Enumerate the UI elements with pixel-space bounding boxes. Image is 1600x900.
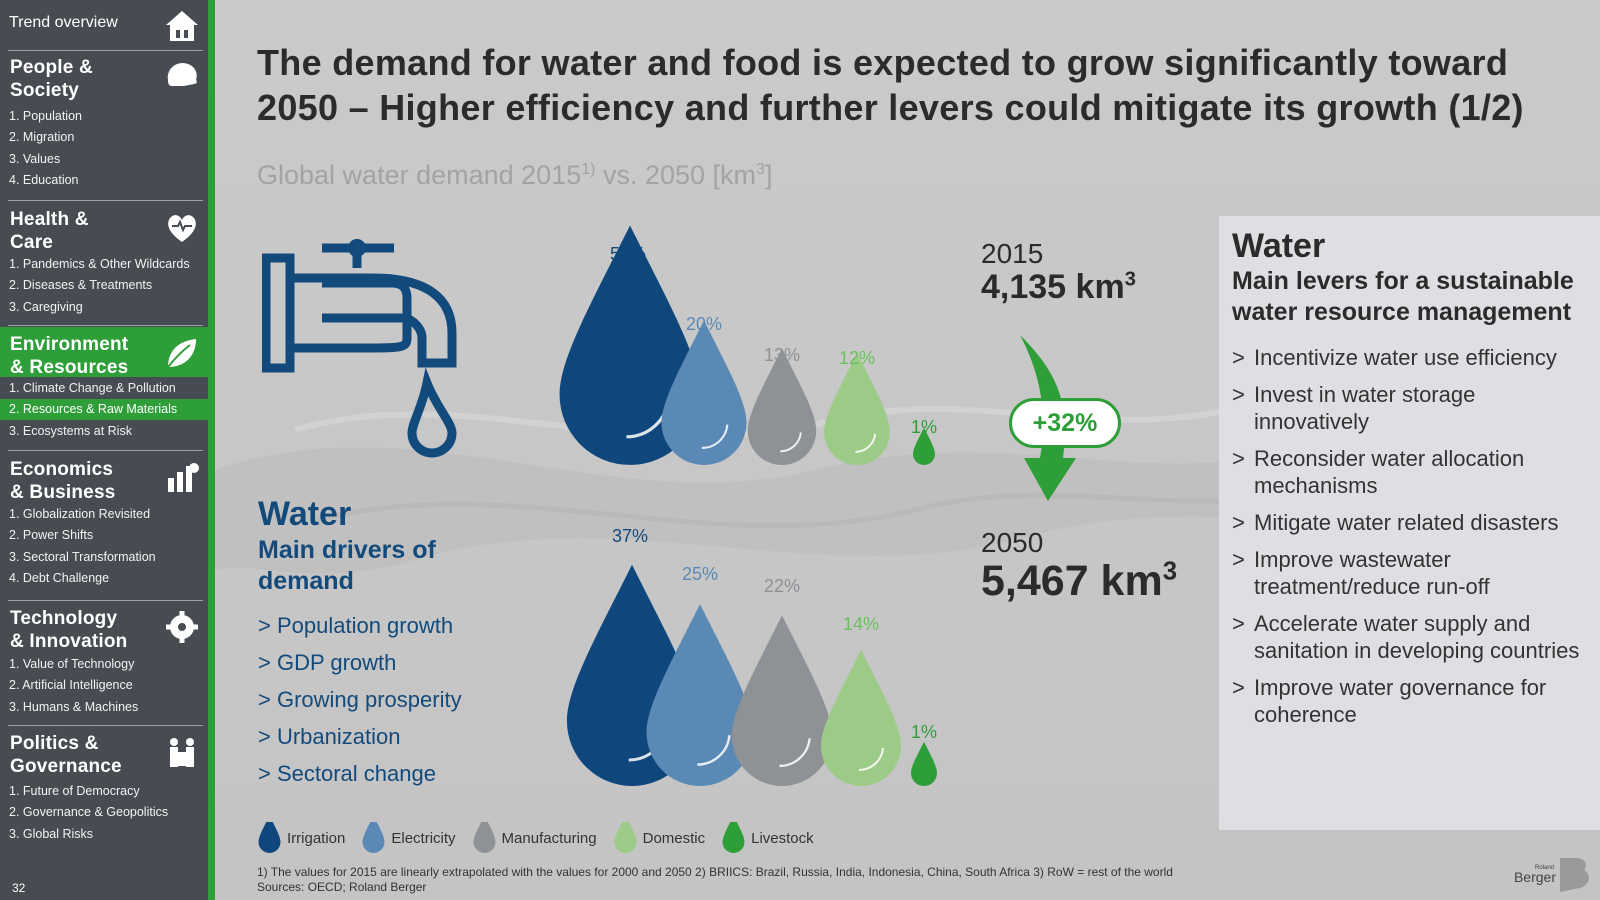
- driver-item: > Growing prosperity: [258, 687, 462, 712]
- sidebar-item[interactable]: 1. Value of Technology: [9, 657, 135, 671]
- sidebar-divider: [8, 450, 203, 451]
- svg-text:Berger: Berger: [1514, 869, 1556, 885]
- lever-item: Mitigate water related disasters: [1232, 509, 1588, 536]
- drivers-subtitle: Main drivers of demand: [258, 536, 436, 595]
- sidebar-divider: [8, 325, 203, 326]
- driver-item: > Population growth: [258, 613, 454, 638]
- sidebar-item[interactable]: 1. Future of Democracy: [9, 784, 140, 798]
- sidebar-item[interactable]: 2. Migration: [9, 130, 75, 145]
- head-icon[interactable]: [164, 58, 200, 94]
- lever-item: Incentivize water use efficiency: [1232, 344, 1588, 371]
- legend-drop-icon: [614, 822, 637, 853]
- footnote-sources: Sources: OECD; Roland Berger: [257, 880, 427, 894]
- legend-item: Electricity: [361, 822, 456, 854]
- lever-item: Accelerate water supply and sanitation i…: [1232, 610, 1588, 664]
- home-icon[interactable]: [164, 8, 200, 44]
- sidebar-accent-bar: [208, 0, 215, 900]
- drivers-panel: Water Main drivers of demand > Populatio…: [258, 495, 518, 792]
- sidebar-item[interactable]: 2. Resources & Raw Materials: [0, 399, 208, 421]
- sidebar-item[interactable]: 1. Globalization Revisited: [9, 507, 151, 521]
- sidebar-section-title[interactable]: Environment & Resources: [10, 334, 129, 378]
- roland-berger-logo: Roland Berger: [1514, 858, 1589, 892]
- driver-item: > Urbanization: [258, 724, 401, 749]
- legend-label: Livestock: [751, 829, 814, 847]
- lever-item: Improve water governance for coherence: [1232, 674, 1588, 728]
- legend-item: Domestic: [613, 822, 706, 854]
- legend-drop-icon: [258, 822, 281, 853]
- sidebar-item[interactable]: 2. Diseases & Treatments: [9, 278, 153, 293]
- lever-item: Reconsider water allocation mechanisms: [1232, 445, 1588, 499]
- sidebar-item[interactable]: 3. Sectoral Transformation: [9, 549, 156, 564]
- sidebar-item[interactable]: 2. Artificial Intelligence: [9, 678, 133, 693]
- sidebar-item[interactable]: 4. Debt Challenge: [9, 570, 110, 585]
- legend-drop-icon: [362, 822, 385, 853]
- legend-label: Irrigation: [287, 829, 346, 847]
- chart-legend: Irrigation Electricity Manufacturing Domest…: [257, 822, 830, 854]
- trend-overview-link[interactable]: Trend overview: [9, 14, 118, 31]
- sidebar-section-title[interactable]: Health & Care: [10, 209, 89, 253]
- sidebar-item[interactable]: 4. Education: [9, 172, 79, 187]
- year-2015-label: 2015: [981, 238, 1044, 269]
- sidebar-item[interactable]: 1. Climate Change & Pollution: [9, 381, 176, 395]
- levers-subtitle: Main levers for a sustainable water reso…: [1232, 267, 1574, 326]
- drivers-title: Water: [258, 495, 352, 533]
- svg-text:Roland: Roland: [1535, 865, 1554, 871]
- levers-title: Water: [1232, 227, 1326, 265]
- sidebar-section-title[interactable]: Technology & Innovation: [10, 608, 128, 652]
- footnote: 1) The values for 2015 are linearly extr…: [257, 865, 1173, 895]
- lever-item: Improve wastewater treatment/reduce run-…: [1232, 546, 1588, 600]
- total-2050-value: 5,467 km3: [981, 557, 1178, 605]
- legend-label: Domestic: [642, 829, 706, 847]
- sidebar-item[interactable]: 3. Global Risks: [9, 826, 94, 841]
- sidebar-item[interactable]: 2. Governance & Geopolitics: [9, 805, 169, 820]
- legend-drop-icon: [473, 822, 496, 853]
- sidebar-item[interactable]: 3. Values: [9, 151, 61, 166]
- leaf-icon[interactable]: [164, 335, 200, 371]
- sidebar-divider: [8, 725, 203, 726]
- faucet-icon: [262, 239, 457, 458]
- business-icon[interactable]: [164, 460, 200, 496]
- legend-label: Electricity: [391, 829, 456, 847]
- sidebar-divider: [8, 600, 203, 601]
- page-number: 32: [12, 881, 26, 895]
- sidebar-item[interactable]: 3. Humans & Machines: [9, 699, 139, 714]
- page-title: The demand for water and food is expecte…: [257, 42, 1524, 128]
- driver-item: > GDP growth: [258, 650, 397, 675]
- sidebar-divider: [8, 200, 203, 201]
- people-icon[interactable]: [164, 734, 200, 770]
- driver-item: > Sectoral change: [258, 761, 436, 786]
- sidebar-section-title[interactable]: Economics & Business: [10, 459, 116, 503]
- levers-panel: Water Main levers for a sustainable wate…: [1219, 216, 1600, 830]
- sidebar-item[interactable]: 1. Pandemics & Other Wildcards: [9, 257, 190, 271]
- gear-head-icon[interactable]: [164, 609, 200, 645]
- heart-icon[interactable]: [164, 210, 200, 246]
- sidebar: Trend overview People & Society 1. Populat…: [0, 0, 208, 900]
- sidebar-item[interactable]: 3. Ecosystems at Risk: [9, 423, 132, 438]
- growth-badge: +32%: [1009, 398, 1121, 448]
- sidebar-item[interactable]: 1. Population: [9, 109, 82, 123]
- legend-item: Manufacturing: [472, 822, 597, 854]
- legend-drop-icon: [722, 822, 745, 853]
- sidebar-item[interactable]: 3. Caregiving: [9, 299, 83, 314]
- legend-label: Manufacturing: [501, 829, 597, 847]
- sidebar-item[interactable]: 2. Power Shifts: [9, 528, 94, 543]
- sidebar-section-title[interactable]: People & Society: [10, 57, 93, 101]
- lever-item: Invest in water storage innovatively: [1232, 381, 1588, 435]
- chart-subtitle: Global water demand 20151) vs. 2050 [km3…: [257, 160, 773, 190]
- total-2015-value: 4,135 km3: [981, 268, 1137, 306]
- footnote-notes: 1) The values for 2015 are linearly extr…: [257, 865, 1173, 879]
- legend-item: Livestock: [721, 822, 814, 854]
- sidebar-section-title[interactable]: Politics & Governance: [10, 733, 122, 777]
- year-2050-label: 2050: [981, 527, 1044, 558]
- legend-item: Irrigation: [257, 822, 345, 854]
